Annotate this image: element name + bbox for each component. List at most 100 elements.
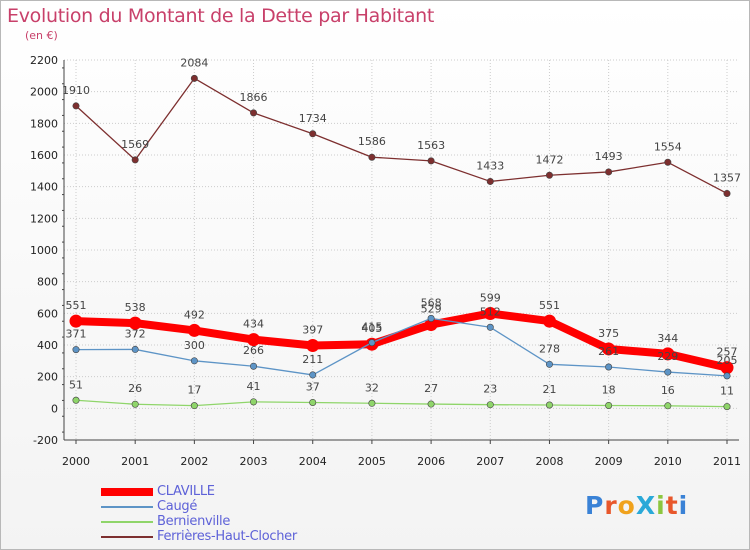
y-tick-label: 1800 <box>30 117 58 130</box>
data-point-bernienville <box>723 403 731 411</box>
y-tick-label: 600 <box>37 307 58 320</box>
data-label-cauge: 205 <box>717 354 738 367</box>
chart-title: Evolution du Montant de la Dette par Hab… <box>7 5 435 27</box>
legend-label: Ferrières-Haut-Clocher <box>157 529 297 544</box>
data-label-bernienville: 17 <box>187 384 201 397</box>
legend-swatch <box>101 536 153 538</box>
x-tick-label: 2002 <box>180 455 208 468</box>
data-point-cauge <box>486 323 494 331</box>
logo-letter: X <box>635 491 657 520</box>
data-point-ferrieres-haut-clocher <box>368 153 376 161</box>
data-point-bernienville <box>368 399 376 407</box>
data-point-claville <box>602 342 616 356</box>
logo-letter: i <box>656 491 666 520</box>
data-label-claville: 599 <box>480 291 501 304</box>
data-point-claville <box>306 338 320 352</box>
data-point-ferrieres-haut-clocher <box>131 156 139 164</box>
data-label-bernienville: 23 <box>483 383 497 396</box>
data-label-bernienville: 41 <box>247 380 261 393</box>
x-tick-label: 2007 <box>476 455 504 468</box>
legend-label: Caugé <box>157 499 198 514</box>
data-point-cauge <box>723 372 731 380</box>
data-point-cauge <box>190 357 198 365</box>
data-label-ferrieres-haut-clocher: 1563 <box>417 139 445 152</box>
data-label-claville: 397 <box>302 323 323 336</box>
data-label-ferrieres-haut-clocher: 1569 <box>121 138 149 151</box>
data-point-cauge <box>368 339 376 347</box>
y-tick-label: 400 <box>37 339 58 352</box>
data-point-cauge <box>72 346 80 354</box>
data-point-ferrieres-haut-clocher <box>250 109 258 117</box>
data-point-cauge <box>605 363 613 371</box>
data-point-bernienville <box>605 401 613 409</box>
data-point-claville <box>247 333 261 347</box>
data-point-claville <box>720 361 734 375</box>
data-point-bernienville <box>72 396 80 404</box>
y-tick-label: -200 <box>33 434 58 447</box>
logo-letter: t <box>665 491 679 520</box>
logo-letter: P <box>585 491 605 520</box>
chart-unit: (en €) <box>25 29 58 42</box>
data-point-bernienville <box>131 400 139 408</box>
data-point-cauge <box>664 368 672 376</box>
y-tick-label: 800 <box>37 276 58 289</box>
proxiti-logo: ProXiti <box>585 491 688 520</box>
data-label-ferrieres-haut-clocher: 1586 <box>358 135 386 148</box>
series-line-ferrieres-haut-clocher <box>75 77 728 195</box>
y-tick-label: 1000 <box>30 244 58 257</box>
data-point-claville <box>661 347 675 361</box>
data-label-ferrieres-haut-clocher: 1433 <box>476 159 504 172</box>
data-label-cauge: 568 <box>421 296 442 309</box>
legend-swatch <box>101 521 153 523</box>
x-tick-label: 2000 <box>62 455 90 468</box>
data-label-ferrieres-haut-clocher: 1866 <box>240 91 268 104</box>
data-label-bernienville: 26 <box>128 382 142 395</box>
series-line-claville <box>75 309 728 372</box>
data-label-cauge: 371 <box>66 328 87 341</box>
x-tick-label: 2010 <box>654 455 682 468</box>
x-tick-label: 2003 <box>240 455 268 468</box>
y-tick-label: 2000 <box>30 86 58 99</box>
data-point-ferrieres-haut-clocher <box>427 157 435 165</box>
data-label-bernienville: 21 <box>542 383 556 396</box>
data-label-claville: 529 <box>421 303 442 316</box>
data-label-bernienville: 37 <box>306 380 320 393</box>
data-point-bernienville <box>250 398 258 406</box>
data-label-cauge: 415 <box>361 321 382 334</box>
data-point-bernienville <box>664 402 672 410</box>
data-label-claville: 375 <box>598 327 619 340</box>
data-point-ferrieres-haut-clocher <box>605 168 613 176</box>
data-point-ferrieres-haut-clocher <box>72 102 80 110</box>
data-label-cauge: 261 <box>598 345 619 358</box>
logo-letter: i <box>678 491 689 520</box>
data-label-claville: 257 <box>717 346 738 359</box>
legend-label: Bernienville <box>157 514 231 529</box>
data-label-bernienville: 32 <box>365 381 379 394</box>
data-label-claville: 551 <box>539 299 560 312</box>
data-point-ferrieres-haut-clocher <box>309 130 317 138</box>
x-tick-label: 2008 <box>535 455 563 468</box>
data-point-ferrieres-haut-clocher <box>190 74 198 82</box>
y-tick-label: 200 <box>37 371 58 384</box>
data-point-claville <box>483 306 497 320</box>
data-label-claville: 538 <box>125 301 146 314</box>
data-label-ferrieres-haut-clocher: 1554 <box>654 140 682 153</box>
data-label-claville: 434 <box>243 318 264 331</box>
logo-letter: o <box>617 491 636 520</box>
data-label-cauge: 211 <box>302 353 323 366</box>
data-point-bernienville <box>309 398 317 406</box>
data-point-cauge <box>309 371 317 379</box>
data-point-cauge <box>545 360 553 368</box>
data-label-ferrieres-haut-clocher: 1357 <box>713 171 741 184</box>
data-label-claville: 405 <box>361 322 382 335</box>
x-tick-label: 2001 <box>121 455 149 468</box>
x-tick-label: 2009 <box>595 455 623 468</box>
series-line-bernienville <box>75 399 728 408</box>
data-label-ferrieres-haut-clocher: 1910 <box>62 84 90 97</box>
data-point-cauge <box>250 362 258 370</box>
x-tick-label: 2005 <box>358 455 386 468</box>
data-point-ferrieres-haut-clocher <box>664 158 672 166</box>
data-label-cauge: 372 <box>125 327 146 340</box>
data-point-cauge <box>131 345 139 353</box>
